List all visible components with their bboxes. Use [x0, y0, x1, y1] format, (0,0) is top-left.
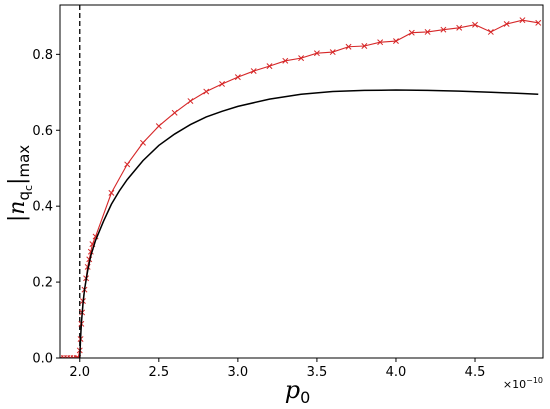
y-axis-title: |nqc|max [5, 145, 35, 222]
data-point [472, 21, 478, 28]
y-axis-title-c: c [22, 185, 35, 191]
y-tick-label: 0.4 [32, 200, 53, 215]
data-point [234, 74, 241, 81]
x-tick-label: 2.5 [148, 365, 169, 380]
data-point [282, 57, 289, 64]
x-axis-multiplier: ×10−10 [503, 376, 543, 391]
data-point [440, 26, 447, 33]
data-point [219, 80, 226, 87]
x-axis-title-sub: 0 [300, 388, 310, 407]
series-line-0 [60, 19, 539, 358]
data-point [187, 98, 194, 104]
y-axis-title-q: q [15, 191, 33, 201]
data-point [108, 189, 115, 196]
data-point [124, 161, 131, 168]
y-tick-label: 0.0 [32, 352, 53, 367]
plot-area [60, 5, 542, 358]
x-tick-label: 3.0 [228, 365, 249, 380]
data-point [140, 139, 146, 146]
data-point [487, 28, 494, 35]
x-axis-title: p0 [285, 376, 311, 407]
y-axis-title-max: max [15, 145, 33, 178]
x-tick-label: 3.5 [307, 365, 328, 380]
y-tick-label: 0.2 [32, 276, 53, 291]
x-tick-label: 4.0 [386, 365, 407, 380]
data-point [155, 123, 162, 130]
data-point [250, 68, 257, 74]
y-axis-title-right: | [5, 178, 30, 185]
data-point [535, 19, 542, 26]
x-tick-label: 2.0 [69, 365, 90, 380]
data-point [456, 24, 463, 31]
x-axis-title-main: p [285, 376, 300, 404]
x-axis-multiplier-base: ×10 [503, 378, 526, 391]
data-point [408, 29, 415, 36]
x-tick-label: 4.5 [465, 365, 486, 380]
data-point [203, 88, 210, 95]
y-tick-label: 0.6 [32, 124, 53, 139]
x-axis: 2.0 2.5 3.0 3.5 4.0 4.5 [69, 358, 485, 380]
data-point [171, 109, 178, 116]
data-point [393, 38, 399, 45]
data-point [266, 63, 273, 70]
y-tick-label: 0.8 [32, 48, 53, 63]
data-point [345, 43, 352, 50]
y-axis: 0.0 0.2 0.4 0.6 0.8 [32, 48, 60, 367]
y-axis-title-left: |n [5, 201, 30, 223]
data-point [519, 17, 526, 24]
data-point [424, 28, 431, 35]
data-point [377, 39, 384, 46]
series-line-1 [79, 89, 539, 358]
data-point [329, 49, 336, 56]
data-point [73, 355, 80, 358]
plot-frame [59, 4, 544, 359]
data-point [313, 50, 320, 57]
data-point [361, 43, 368, 49]
data-point [503, 21, 510, 27]
data-point [298, 55, 305, 62]
x-axis-multiplier-exp: −10 [526, 376, 543, 385]
